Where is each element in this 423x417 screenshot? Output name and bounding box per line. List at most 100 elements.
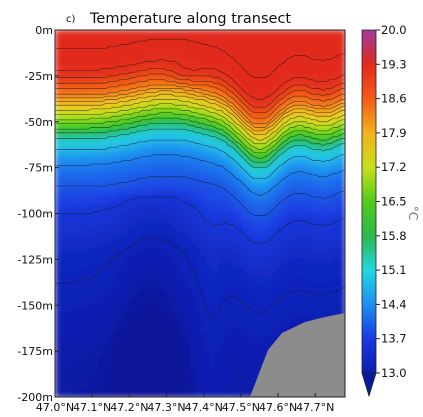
field-cell (88, 168, 95, 175)
field-cell (166, 188, 172, 195)
field-cell (248, 208, 254, 215)
field-cell (214, 317, 220, 324)
field-cell (108, 69, 114, 76)
field-cell (320, 69, 327, 76)
field-cell (122, 258, 129, 264)
field-cell (200, 144, 206, 150)
field-cell (74, 54, 80, 61)
field-cell (108, 99, 114, 105)
field-cell (335, 139, 341, 145)
field-cell (93, 332, 100, 339)
field-cell (69, 104, 75, 110)
field-cell (74, 144, 80, 150)
colorbar-tick-label: 15.8 (381, 229, 407, 243)
field-cell (224, 193, 230, 200)
field-cell (233, 119, 240, 125)
field-cell (185, 392, 191, 397)
field-cell (166, 114, 172, 120)
field-cell (233, 352, 240, 358)
field-cell (190, 198, 196, 205)
field-cell (311, 243, 317, 249)
field-cell (137, 39, 143, 46)
field-cell (137, 54, 143, 61)
field-cell (55, 139, 61, 145)
field-cell (79, 79, 85, 86)
field-cell (59, 297, 66, 304)
field-cell (185, 74, 191, 81)
field-cell (200, 54, 206, 61)
field-cell (195, 332, 201, 339)
field-cell (146, 352, 153, 358)
field-cell (190, 30, 196, 36)
field-cell (272, 273, 278, 279)
field-cell (88, 213, 95, 220)
field-cell (108, 352, 114, 358)
field-cell (108, 59, 114, 66)
field-cell (93, 243, 100, 249)
field-cell (98, 49, 104, 56)
field-cell (69, 258, 75, 264)
field-cell (243, 302, 249, 309)
field-cell (277, 238, 283, 244)
field-cell (151, 253, 158, 259)
field-cell (180, 183, 187, 190)
field-cell (151, 263, 158, 269)
field-cell (233, 263, 240, 269)
field-cell (316, 193, 322, 200)
field-cell (209, 223, 216, 229)
field-cell (262, 64, 269, 71)
field-cell (316, 89, 322, 96)
field-cell (122, 372, 129, 378)
field-cell (301, 64, 307, 71)
field-cell (238, 84, 245, 91)
field-cell (98, 263, 104, 269)
field-cell (253, 79, 259, 86)
field-cell (340, 307, 345, 314)
field-cell (320, 84, 327, 91)
field-cell (253, 163, 259, 170)
field-cell (238, 158, 245, 165)
field-cell (117, 248, 124, 254)
field-cell (117, 208, 124, 215)
field-cell (113, 292, 119, 299)
field-cell (156, 59, 162, 66)
field-cell (127, 268, 133, 274)
field-cell (209, 263, 216, 269)
field-cell (195, 34, 201, 41)
field-cell (311, 282, 317, 289)
field-cell (55, 387, 61, 393)
field-cell (166, 223, 172, 229)
field-cell (190, 332, 196, 339)
field-cell (113, 352, 119, 358)
field-cell (55, 233, 61, 239)
field-cell (267, 302, 274, 309)
field-cell (122, 188, 129, 195)
field-cell (59, 268, 66, 274)
field-cell (291, 258, 298, 264)
field-cell (224, 203, 230, 210)
field-cell (243, 104, 249, 110)
field-cell (301, 84, 307, 91)
field-cell (127, 372, 133, 378)
field-cell (142, 352, 148, 358)
field-cell (161, 297, 167, 304)
field-cell (146, 317, 153, 324)
field-cell (229, 377, 235, 383)
field-cell (335, 119, 341, 125)
field-cell (98, 228, 104, 234)
field-cell (117, 188, 124, 195)
field-cell (291, 54, 298, 61)
field-cell (316, 238, 322, 244)
field-cell (122, 119, 129, 125)
field-cell (108, 188, 114, 195)
field-cell (335, 49, 341, 56)
field-cell (277, 332, 283, 339)
field-cell (224, 228, 230, 234)
field-cell (209, 34, 216, 41)
field-cell (74, 213, 80, 220)
field-cell (59, 287, 66, 294)
field-cell (253, 273, 259, 279)
field-cell (146, 337, 153, 344)
field-cell (171, 357, 177, 363)
field-cell (93, 248, 100, 254)
